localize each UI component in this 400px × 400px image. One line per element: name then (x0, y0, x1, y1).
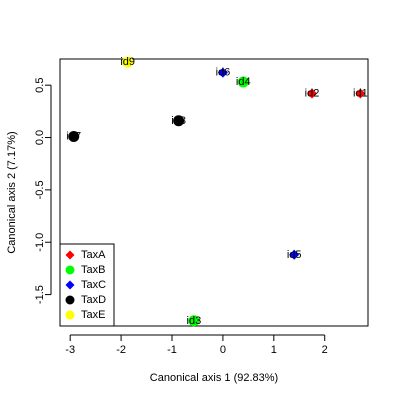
point-label: id1 (353, 88, 368, 100)
point-marker (237, 76, 249, 88)
legend-label: TaxE (81, 309, 105, 321)
legend-item-taxc: TaxC (65, 279, 106, 291)
point-label: id6 (216, 67, 231, 79)
legend-item-taxb: TaxB (65, 264, 105, 276)
data-point-id1: id1 (353, 88, 368, 100)
data-point-id7: id7 (66, 130, 81, 142)
legend-label: TaxB (81, 264, 105, 276)
x-tick-label: -2 (116, 344, 126, 356)
point-marker (289, 249, 300, 260)
x-tick-label: -3 (65, 344, 75, 356)
legend-marker (65, 310, 75, 320)
legend-item-taxe: TaxE (65, 309, 105, 321)
point-label: id2 (305, 88, 320, 100)
point-label: id4 (236, 76, 251, 88)
y-axis-title: Canonical axis 2 (7.17%) (6, 131, 18, 253)
y-tick-label: -0.5 (34, 180, 46, 199)
x-tick-label: 2 (322, 344, 328, 356)
point-label: id7 (66, 130, 81, 142)
data-point-id9: id9 (120, 56, 135, 68)
legend-marker (65, 295, 75, 305)
legend-marker (65, 250, 75, 260)
data-point-id5: id5 (287, 249, 302, 261)
data-point-id4: id4 (236, 76, 251, 88)
plot-frame (59, 58, 369, 327)
x-tick-label: -1 (167, 344, 177, 356)
x-axis-title: Canonical axis 1 (92.83%) (150, 372, 278, 384)
data-point-id2: id2 (305, 88, 320, 100)
point-marker (355, 88, 366, 99)
point-marker (173, 115, 185, 127)
y-tick-label: 0.5 (34, 78, 46, 93)
point-label: id8 (171, 115, 186, 127)
x-tick-label: 1 (271, 344, 277, 356)
point-label: id9 (120, 56, 135, 68)
legend-item-taxd: TaxD (65, 294, 106, 306)
point-marker (217, 67, 228, 78)
y-tick-label: 0.0 (34, 130, 46, 145)
point-marker (122, 56, 134, 68)
legend-label: TaxD (81, 294, 106, 306)
data-point-id8: id8 (171, 115, 186, 127)
data-point-id3: id3 (187, 315, 202, 327)
point-marker (307, 88, 317, 99)
y-tick-label: -1.5 (34, 285, 46, 304)
data-point-id6: id6 (216, 67, 231, 79)
point-marker (188, 315, 200, 327)
point-marker (68, 130, 80, 142)
point-label: id5 (287, 249, 302, 261)
legend-label: TaxC (81, 279, 106, 291)
legend-label: TaxA (81, 249, 106, 261)
legend-marker (65, 280, 75, 290)
x-tick-label: 0 (220, 344, 226, 356)
legend-item-taxa: TaxA (65, 249, 106, 261)
legend-marker (65, 265, 75, 275)
point-label: id3 (187, 315, 202, 327)
y-tick-label: -1.0 (34, 233, 46, 252)
